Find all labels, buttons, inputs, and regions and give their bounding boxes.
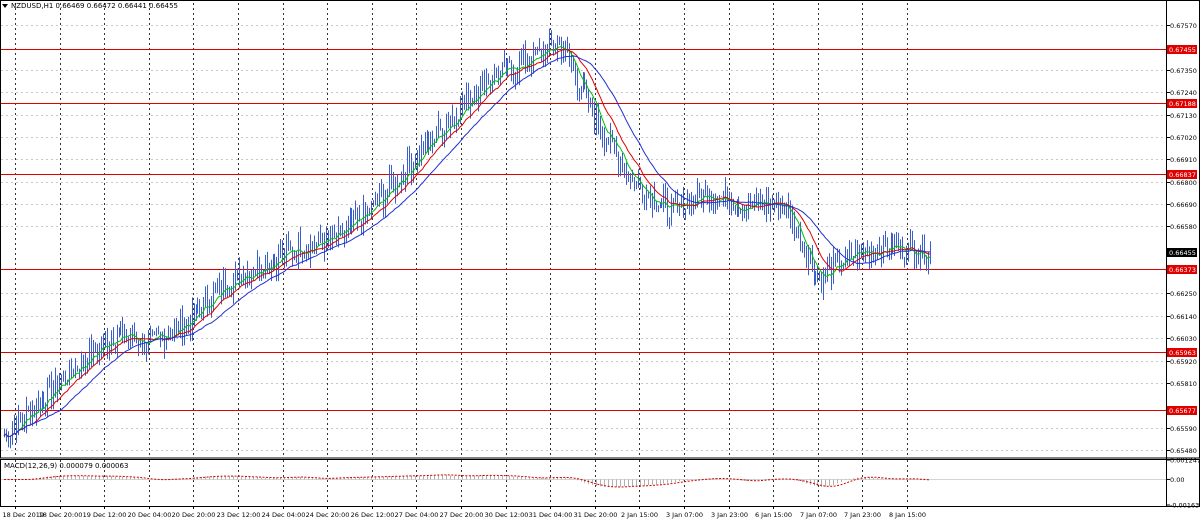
current-price-tag — [1167, 248, 1197, 257]
time-tick-label: 18 Dec 2019 — [3, 511, 45, 519]
time-tick-label: 30 Dec 12:00 — [485, 511, 529, 519]
level-price-label: 0.67188 — [1169, 100, 1196, 108]
level-price-label: 0.66373 — [1169, 266, 1196, 274]
time-tick-label: 31 Dec 04:00 — [529, 511, 573, 519]
time-tick-label: 18 Dec 20:00 — [39, 511, 83, 519]
price-tick-label: 0.67020 — [1170, 134, 1197, 142]
time-tick-label: 26 Dec 12:00 — [351, 511, 395, 519]
level-price-label: 0.65677 — [1169, 407, 1196, 415]
time-tick-label: 3 Jan 07:00 — [666, 511, 703, 519]
time-tick-label: 27 Dec 04:00 — [395, 511, 439, 519]
symbol-title: NZDUSD,H1 0.66469 0.66472 0.66441 0.6645… — [2, 2, 178, 10]
macd-group — [1, 459, 1170, 506]
level-price-tag — [1167, 348, 1197, 357]
price-tick-label: 0.66030 — [1170, 335, 1197, 343]
macd-tick-label: -0.001638 — [1170, 502, 1200, 510]
price-tick-label: 0.65920 — [1170, 358, 1197, 366]
level-price-tag — [1167, 170, 1197, 179]
price-tick-label: 0.66140 — [1170, 313, 1197, 321]
price-tick-label: 0.66690 — [1170, 201, 1197, 209]
candles-group — [4, 28, 931, 449]
price-tick-label: 0.66250 — [1170, 290, 1197, 298]
time-tick-label: 19 Dec 12:00 — [83, 511, 127, 519]
price-tick-label: 0.66580 — [1170, 223, 1197, 231]
dropdown-triangle-icon[interactable] — [2, 4, 8, 8]
time-tick-label: 20 Dec 20:00 — [172, 511, 216, 519]
price-tick-label: 0.65810 — [1170, 380, 1197, 388]
macd-tick-label: 0.00 — [1170, 476, 1184, 484]
grid-lines — [1, 3, 1170, 509]
level-price-label: 0.67455 — [1169, 46, 1196, 54]
time-tick-label: 27 Dec 20:00 — [440, 511, 484, 519]
time-tick-label: 24 Dec 04:00 — [262, 511, 306, 519]
time-tick-label: 7 Jan 07:00 — [800, 511, 837, 519]
macd-signal-line — [4, 474, 931, 488]
price-tick-label: 0.67240 — [1170, 89, 1197, 97]
time-tick-label: 20 Dec 04:00 — [128, 511, 172, 519]
time-tick-label: 3 Jan 23:00 — [711, 511, 748, 519]
price-tick-label: 0.65590 — [1170, 425, 1197, 433]
current-price-label: 0.66455 — [1169, 249, 1196, 257]
price-tick-label: 0.67570 — [1170, 22, 1197, 30]
level-price-tag — [1167, 265, 1197, 274]
time-tick-label: 2 Jan 15:00 — [621, 511, 658, 519]
price-tick-label: 0.65480 — [1170, 447, 1197, 455]
time-tick-label: 6 Jan 15:00 — [755, 511, 792, 519]
time-tick-label: 24 Dec 20:00 — [306, 511, 350, 519]
time-tick-label: 8 Jan 15:00 — [889, 511, 926, 519]
main-pane-border — [0, 0, 1200, 459]
level-price-tag — [1167, 99, 1197, 108]
price-tick-label: 0.66910 — [1170, 156, 1197, 164]
macd-tick-label: 0.001247 — [1170, 457, 1200, 465]
time-tick-label: 31 Dec 20:00 — [574, 511, 618, 519]
macd-title: MACD(12,26,9) 0.000079 0.000063 — [4, 462, 129, 470]
level-price-tag — [1167, 45, 1197, 54]
level-price-label: 0.66837 — [1169, 171, 1196, 179]
time-tick-label: 23 Dec 12:00 — [217, 511, 261, 519]
price-tick-label: 0.67350 — [1170, 67, 1197, 75]
time-tick-label: 7 Jan 23:00 — [844, 511, 881, 519]
level-price-tag — [1167, 406, 1197, 415]
ma-slow-line — [3, 55, 930, 438]
price-tick-label: 0.67130 — [1170, 112, 1197, 120]
level-price-label: 0.65963 — [1169, 349, 1196, 357]
symbol-title-text: NZDUSD,H1 0.66469 0.66472 0.66441 0.6645… — [11, 2, 179, 10]
price-tick-label: 0.66800 — [1170, 179, 1197, 187]
